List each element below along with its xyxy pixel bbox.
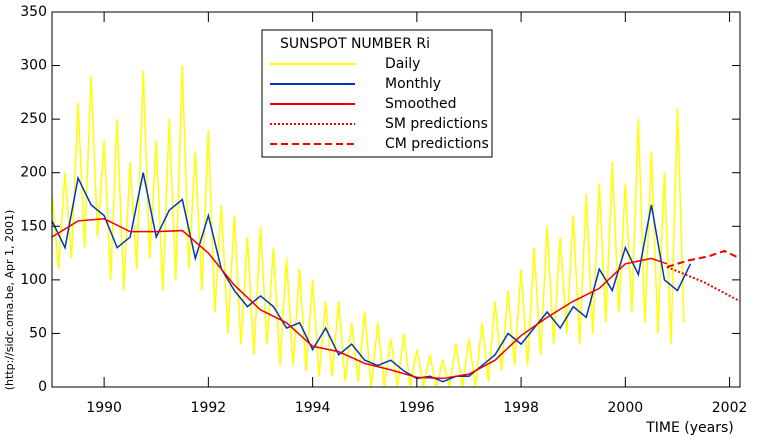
y-tick-label: 350: [20, 4, 47, 20]
x-axis-label: TIME (years): [645, 420, 734, 436]
legend-label: SM predictions: [385, 116, 488, 132]
x-tick-label: 1998: [503, 400, 539, 416]
y-axis-label: (http://sidc.oma.be, Apr 1, 2001): [3, 210, 16, 391]
x-tick-label: 1996: [399, 400, 435, 416]
y-tick-label: 300: [20, 58, 47, 74]
y-tick-label: 50: [29, 325, 47, 341]
x-tick-label: 2002: [712, 400, 748, 416]
y-tick-label: 200: [20, 165, 47, 181]
x-tick-label: 1994: [295, 400, 331, 416]
legend-label: Monthly: [385, 76, 441, 92]
plot-area: [52, 65, 740, 387]
series-line: [52, 172, 692, 383]
legend-title: SUNSPOT NUMBER Ri: [280, 36, 430, 52]
series-line: [666, 249, 740, 268]
series-line: [52, 65, 685, 387]
y-tick-label: 250: [20, 111, 47, 127]
x-tick-label: 1992: [191, 400, 227, 416]
legend-box: [261, 29, 493, 158]
legend-label: CM predictions: [385, 136, 489, 152]
legend-label: Daily: [385, 56, 420, 72]
series-line: [52, 218, 668, 380]
legend: SUNSPOT NUMBER Ri Daily Monthly Smoothed SM…: [261, 29, 493, 158]
series-line: [666, 266, 740, 303]
legend-label: Smoothed: [385, 96, 457, 112]
x-tick-label: 2000: [608, 400, 644, 416]
axes-frame: [51, 11, 741, 388]
y-tick-label: 150: [20, 218, 47, 234]
y-tick-label: 0: [38, 379, 47, 395]
y-tick-label: 100: [20, 272, 47, 288]
x-tick-label: 1990: [86, 400, 122, 416]
